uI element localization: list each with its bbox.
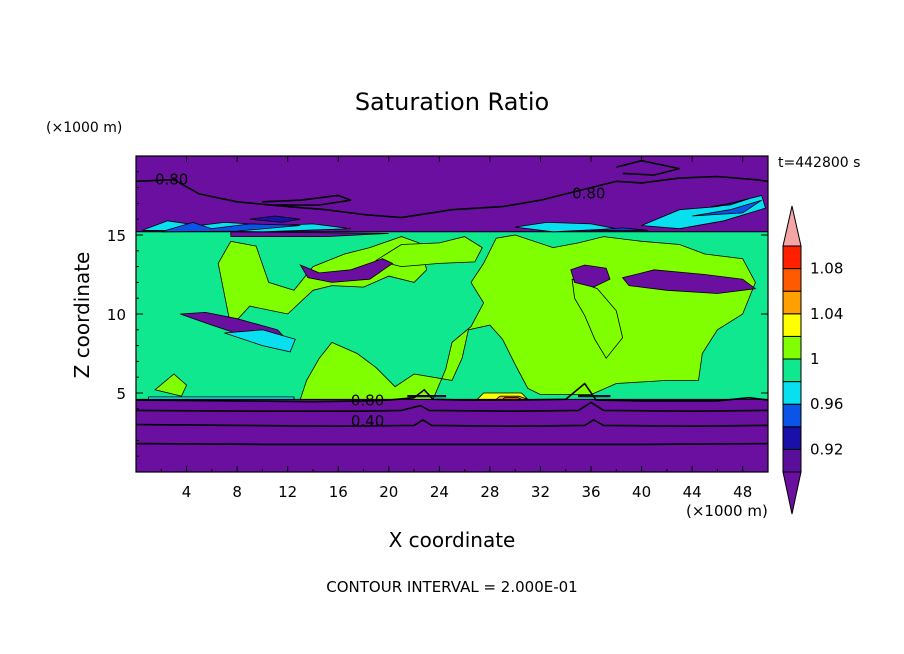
contour-region-5-2 (515, 221, 617, 233)
contour-line-3 (136, 418, 768, 428)
contour-region-7-0 (249, 215, 301, 223)
contour-region-6-0 (161, 221, 301, 233)
colorbar-segment-9 (782, 245, 802, 270)
contour-region-3-2 (571, 278, 624, 359)
contour-region-3-3 (154, 373, 188, 397)
colorbar-segment-8 (782, 268, 802, 292)
x-tick-label-0: 4 (182, 483, 192, 501)
contour-interval-note: CONTOUR INTERVAL = 2.000E-01 (326, 578, 578, 596)
colorbar-label-1: 0.96 (810, 395, 843, 413)
y-tick-label-1: 10 (107, 306, 126, 324)
colorbar-segment-3 (782, 381, 802, 405)
colorbar-over-triangle (782, 205, 802, 247)
contour-region-4-1 (570, 264, 611, 288)
x-axis-label: X coordinate (388, 528, 516, 552)
colorbar-label-4: 1.08 (810, 260, 843, 278)
contour-region-4-2 (621, 269, 757, 294)
contour-region-5-4 (148, 396, 295, 400)
x-tick-label-8: 36 (581, 483, 600, 501)
colorbar-segment-5 (782, 335, 802, 360)
contour-label-1: 0.80 (572, 185, 605, 203)
contour-region-7-2 (407, 394, 447, 398)
x-tick-label-10: 44 (683, 483, 702, 501)
x-tick-label-5: 24 (430, 483, 449, 501)
contour-label-0: 0.80 (155, 170, 188, 188)
contour-line-1 (136, 382, 768, 403)
contour-region-3-0 (217, 236, 428, 328)
contour-line-6 (616, 159, 680, 176)
y-tick-label-0: 5 (116, 385, 126, 403)
contour-label-3: 0.40 (351, 412, 384, 430)
contour-line-4 (136, 442, 768, 446)
contour-region-6-2 (590, 227, 648, 231)
colorbar-segment-4 (782, 358, 802, 383)
x-tick-label-9: 40 (632, 483, 651, 501)
contour-region-4-0 (299, 258, 394, 283)
colorbar-label-3: 1.04 (810, 305, 843, 323)
contour-region-7-1 (711, 198, 750, 207)
contour-region-3-4 (375, 236, 483, 268)
contour-region-10-0 (501, 396, 522, 400)
colorbar-label-2: 1 (810, 350, 820, 368)
contour-line-2 (136, 401, 768, 413)
contour-lines (136, 159, 768, 446)
y-axis-units: (×1000 m) (46, 120, 123, 136)
chart-title: Saturation Ratio (354, 88, 550, 116)
x-tick-label-4: 20 (379, 483, 398, 501)
colorbar: 0.92 0.96 1 1.04 1.08 (782, 205, 843, 515)
colorbar-segment-1 (782, 426, 802, 450)
filled-contours (136, 156, 768, 472)
contour-region-5-3 (224, 329, 296, 353)
x-axis-units: (×1000 m) (686, 502, 768, 520)
colorbar-segment-6 (782, 313, 802, 337)
x-tick-label-2: 12 (278, 483, 297, 501)
contour-line-0 (136, 175, 768, 219)
contour-region-0-0 (136, 399, 768, 472)
colorbar-segment-7 (782, 290, 802, 315)
x-tick-label-3: 16 (329, 483, 348, 501)
x-tick-label-6: 28 (480, 483, 499, 501)
x-axis-ticks: 4 8 12 16 20 24 28 32 36 40 44 48 (160, 156, 752, 501)
contour-region-4-4 (230, 231, 389, 238)
x-tick-label-11: 48 (733, 483, 752, 501)
y-axis-ticks: 5 10 15 (107, 171, 768, 457)
colorbar-label-0: 0.92 (810, 440, 843, 458)
colorbar-segment-0 (782, 448, 802, 473)
x-tick-label-7: 32 (531, 483, 550, 501)
contour-labels: 0.80 0.80 0.80 0.40 (155, 170, 606, 430)
colorbar-under-triangle (782, 471, 802, 515)
x-tick-label-1: 8 (232, 483, 242, 501)
contour-region-6-1 (692, 199, 762, 217)
contour-line-5 (262, 194, 352, 206)
colorbar-segment-2 (782, 403, 802, 428)
y-tick-label-2: 15 (107, 227, 126, 245)
contour-label-2: 0.80 (351, 392, 384, 410)
time-label: t=442800 s (778, 155, 861, 171)
